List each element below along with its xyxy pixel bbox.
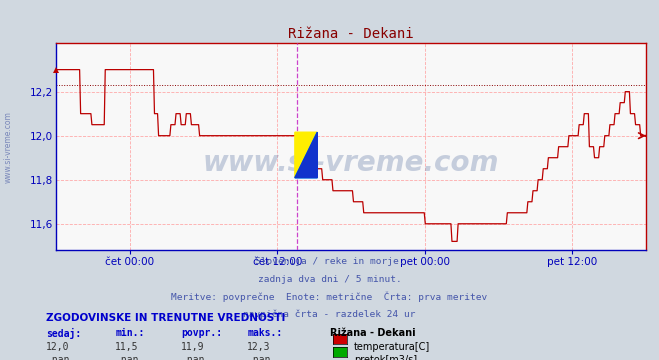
Text: zadnja dva dni / 5 minut.: zadnja dva dni / 5 minut. bbox=[258, 275, 401, 284]
Text: -nan: -nan bbox=[115, 355, 139, 360]
Polygon shape bbox=[295, 132, 317, 178]
Text: -nan: -nan bbox=[247, 355, 271, 360]
Text: Slovenija / reke in morje.: Slovenija / reke in morje. bbox=[255, 257, 404, 266]
Text: www.si-vreme.com: www.si-vreme.com bbox=[4, 111, 13, 183]
Text: Meritve: povprečne  Enote: metrične  Črta: prva meritev: Meritve: povprečne Enote: metrične Črta:… bbox=[171, 292, 488, 302]
Text: 12,0: 12,0 bbox=[46, 342, 70, 352]
Title: Rižana - Dekani: Rižana - Dekani bbox=[288, 27, 414, 41]
Polygon shape bbox=[295, 132, 317, 178]
Text: -nan: -nan bbox=[181, 355, 205, 360]
Text: Rižana - Dekani: Rižana - Dekani bbox=[330, 328, 415, 338]
Text: navpična črta - razdelek 24 ur: navpična črta - razdelek 24 ur bbox=[243, 309, 416, 319]
Text: min.:: min.: bbox=[115, 328, 145, 338]
Text: temperatura[C]: temperatura[C] bbox=[354, 342, 430, 352]
Text: -nan: -nan bbox=[46, 355, 70, 360]
Polygon shape bbox=[295, 132, 317, 178]
Text: 12,3: 12,3 bbox=[247, 342, 271, 352]
Text: 11,5: 11,5 bbox=[115, 342, 139, 352]
Text: povpr.:: povpr.: bbox=[181, 328, 222, 338]
Text: maks.:: maks.: bbox=[247, 328, 282, 338]
Text: 11,9: 11,9 bbox=[181, 342, 205, 352]
Text: ZGODOVINSKE IN TRENUTNE VREDNOSTI: ZGODOVINSKE IN TRENUTNE VREDNOSTI bbox=[46, 313, 285, 323]
Text: pretok[m3/s]: pretok[m3/s] bbox=[354, 355, 417, 360]
Text: sedaj:: sedaj: bbox=[46, 328, 81, 339]
Text: www.si-vreme.com: www.si-vreme.com bbox=[203, 149, 499, 177]
